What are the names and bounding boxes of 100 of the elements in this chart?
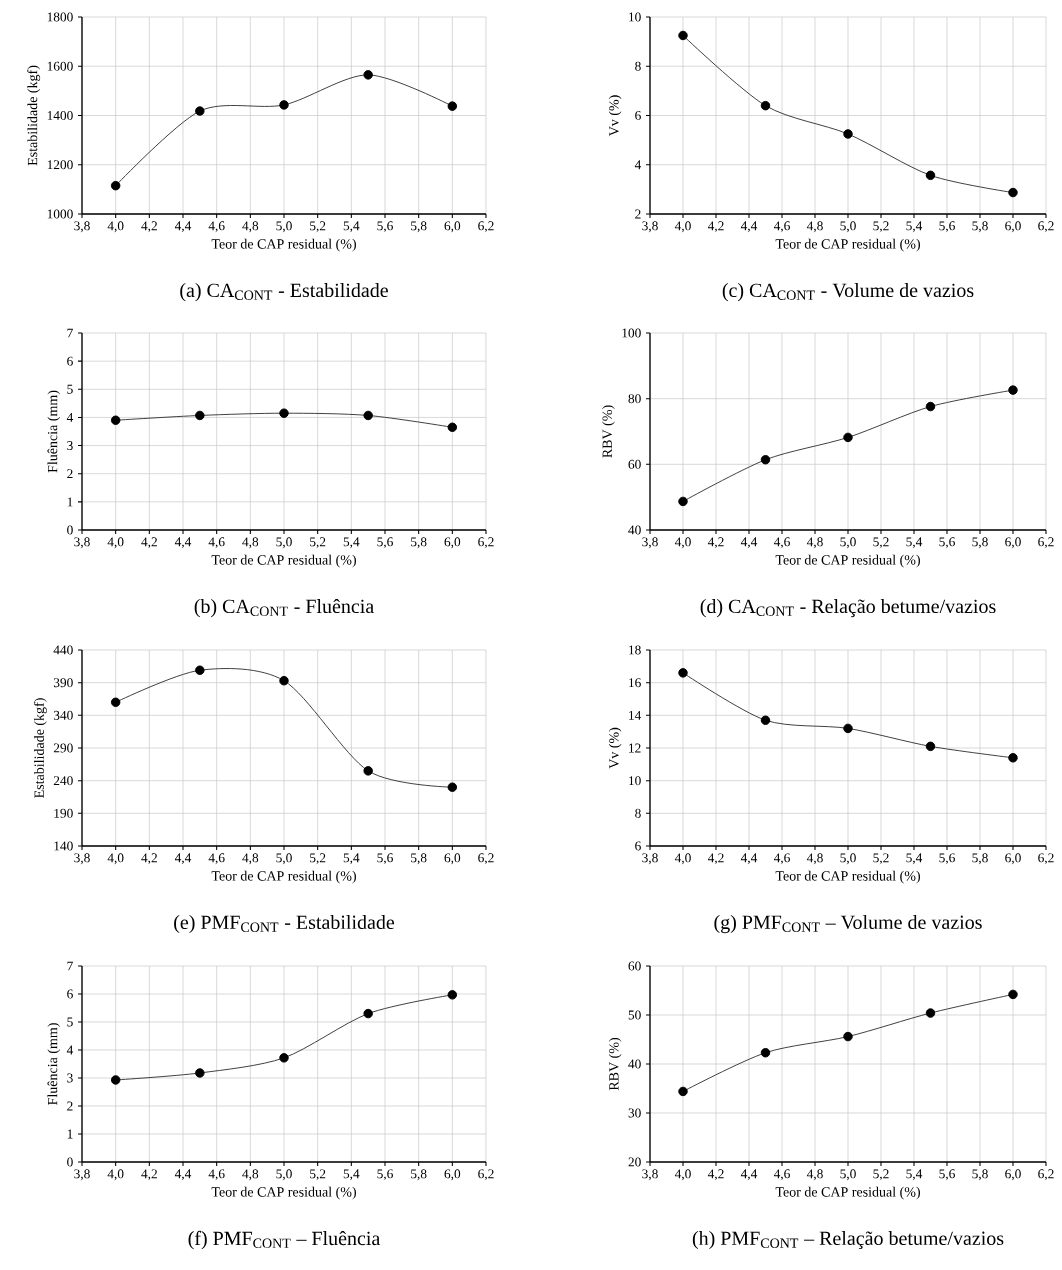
x-tick-label: 5,6 [377,853,393,865]
x-tick-label: 3,8 [74,853,90,865]
y-tick-label: 40 [628,525,641,535]
y-axis-title: RBV (%) [608,1038,622,1091]
y-tick-label: 40 [628,1059,641,1069]
y-tick-label: 20 [628,1157,641,1167]
x-tick-label: 5,8 [411,537,427,549]
y-axis-title: Fluência (mm) [47,390,61,473]
x-tick-label: 4,6 [773,853,790,865]
x-tick-label: 4,2 [141,853,157,865]
x-tick-label: 4,0 [674,221,691,233]
x-tick-label: 5,6 [939,537,955,549]
y-tick-label: 18 [629,645,641,655]
x-tick-label: 4,0 [107,221,124,233]
x-tick-label: 3,8 [74,221,90,233]
x-tick-label: 3,8 [642,221,658,233]
y-tick-label: 140 [54,841,73,851]
x-tick-label: 4,2 [707,853,724,865]
x-tick-label: 6,2 [1038,221,1054,233]
y-tick-label: 390 [53,678,73,688]
x-tick-label: 5,4 [906,221,923,233]
x-tick-label: 6,0 [444,853,461,865]
x-tick-label: 5,0 [276,537,292,549]
x-axis-title: Teor de CAP residual (%) [775,870,920,884]
y-tick-label: 8 [635,808,641,818]
x-tick-label: 5,6 [377,537,393,549]
x-tick-label: 4,0 [107,853,124,865]
x-axis-title: Teor de CAP residual (%) [211,554,356,568]
y-tick-label: 14 [629,710,642,720]
y-tick-label: 6 [67,356,73,366]
y-tick-label: 1000 [47,209,73,219]
y-tick-label: 1 [67,1129,73,1139]
x-tick-label: 3,8 [642,537,658,549]
y-tick-label: 3 [67,1073,73,1083]
x-tick-label: 5,0 [840,221,856,233]
x-axis-title: Teor de CAP residual (%) [775,1186,920,1200]
x-tick-label: 5,2 [310,537,326,549]
x-tick-label: 4,4 [740,221,758,233]
y-tick-label: 60 [628,459,641,469]
x-tick-label: 5,0 [840,853,856,865]
x-tick-label: 4,4 [740,1169,758,1181]
y-tick-label: 1200 [47,160,73,170]
x-tick-label: 4,8 [806,853,823,865]
y-tick-label: 1800 [47,12,73,22]
x-tick-label: 5,4 [906,853,923,865]
y-tick-label: 30 [628,1108,641,1118]
x-tick-label: 5,8 [411,853,427,865]
x-tick-label: 4,4 [174,1169,192,1181]
y-tick-label: 80 [628,394,641,404]
y-tick-label: 10 [629,776,641,786]
x-tick-label: 5,8 [972,853,988,865]
x-tick-label: 5,6 [377,221,393,233]
y-tick-label: 1400 [47,111,73,120]
x-tick-label: 5,2 [310,853,326,865]
x-tick-label: 6,2 [1038,853,1054,865]
x-tick-label: 5,0 [840,1169,856,1181]
x-tick-label: 6,0 [444,221,461,233]
x-tick-label: 4,4 [174,221,192,233]
x-tick-label: 5,2 [873,221,889,233]
y-tick-label: 2 [635,209,641,219]
y-axis-title: Vv (%) [608,95,622,137]
y-tick-label: 16 [629,678,641,688]
x-tick-label: 4,4 [174,537,192,549]
x-tick-label: 4,6 [208,221,225,233]
x-tick-label: 4,8 [242,1169,259,1181]
y-tick-label: 440 [53,645,73,655]
x-tick-label: 4,0 [674,537,691,549]
x-tick-label: 3,8 [642,853,658,865]
x-tick-label: 4,4 [740,537,758,549]
x-tick-label: 6,2 [478,537,494,549]
x-tick-label: 3,8 [74,1169,90,1181]
y-tick-label: 340 [53,710,73,720]
x-tick-label: 5,2 [310,1169,326,1181]
x-tick-label: 5,4 [343,221,360,233]
x-tick-label: 5,0 [276,1169,292,1181]
y-axis-title: Estabilidade (kgf) [27,65,41,166]
x-tick-label: 4,2 [141,537,157,549]
y-tick-label: 6 [67,989,73,999]
x-tick-label: 3,8 [74,537,90,549]
x-axis-title: Teor de CAP residual (%) [775,238,920,252]
y-tick-label: 2 [67,469,73,479]
x-tick-label: 5,6 [377,1169,393,1181]
x-tick-label: 4,8 [806,1169,823,1181]
y-tick-label: 1600 [47,61,73,71]
y-tick-label: 290 [53,743,73,753]
x-tick-label: 4,8 [242,537,259,549]
x-tick-label: 4,0 [107,537,124,549]
x-tick-label: 4,4 [740,853,758,865]
text: (g) PMF$_{CONT}$ – Volume de vazios [714,914,982,934]
y-tick-label: 6 [635,841,641,851]
x-tick-label: 4,2 [707,537,724,549]
y-tick-label: 5 [67,1017,73,1027]
y-tick-label: 0 [67,1157,73,1167]
x-tick-label: 5,4 [906,1169,923,1181]
x-tick-label: 6,0 [1005,1169,1021,1181]
y-tick-label: 4 [66,413,74,422]
x-tick-label: 4,0 [674,1169,691,1181]
x-tick-label: 5,0 [840,537,856,549]
x-tick-label: 5,8 [972,221,988,233]
text: (d) CA$_{CONT}$ - Relação betume/vazios [700,599,996,618]
